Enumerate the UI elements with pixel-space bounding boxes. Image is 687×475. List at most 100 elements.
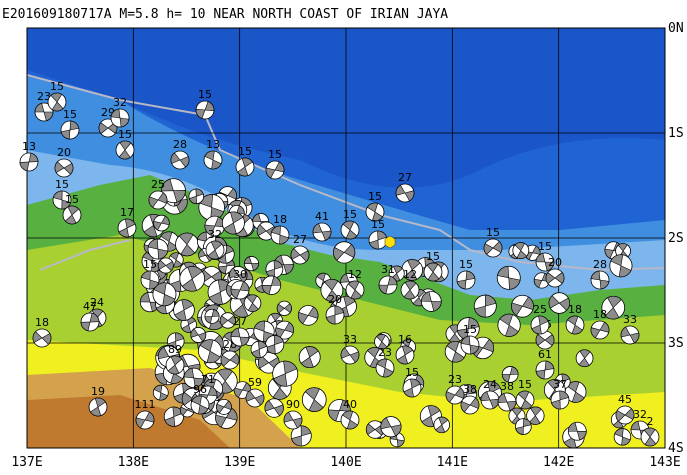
- depth-label: 15: [55, 178, 69, 191]
- map-title: E201609180717A M=5.8 h= 10 NEAR NORTH CO…: [2, 7, 448, 22]
- beachball: [140, 270, 160, 290]
- depth-label: 32: [113, 96, 127, 109]
- beachball: [640, 427, 660, 447]
- beachball-quadrant: [474, 294, 497, 318]
- depth-label: 15: [463, 323, 477, 336]
- depth-label: 13: [206, 138, 220, 151]
- beachball: [535, 330, 555, 350]
- depth-label: 31: [381, 263, 395, 276]
- beachball-quadrant: [325, 305, 345, 325]
- beachball: [153, 214, 170, 232]
- beachball-quadrant: [153, 215, 170, 231]
- beachball: [148, 190, 168, 210]
- beachball-quadrant: [396, 345, 414, 365]
- beachball: [135, 410, 155, 430]
- beachball-quadrant: [501, 366, 519, 383]
- beachball-quadrant: [110, 108, 130, 128]
- depth-label: 2: [647, 415, 654, 428]
- beachball: [265, 260, 284, 279]
- beachball-quadrant: [290, 248, 310, 262]
- lon-label: 143E: [649, 455, 680, 470]
- beachball: [52, 190, 72, 210]
- beachball: [456, 317, 480, 340]
- lat-label: 0N: [668, 21, 684, 36]
- beachball-quadrant: [340, 347, 360, 363]
- beachball: [264, 398, 284, 418]
- depth-label: 25: [533, 303, 547, 316]
- depth-label: 18: [35, 316, 49, 329]
- beachball: [497, 392, 517, 412]
- beachball-quadrant: [614, 428, 631, 446]
- depth-label: 15: [538, 240, 552, 253]
- beachball-quadrant: [620, 326, 640, 344]
- beachball: [261, 275, 282, 295]
- beachball-quadrant: [264, 399, 284, 417]
- depth-label: 23: [37, 90, 51, 103]
- depth-label: 89: [168, 343, 182, 356]
- depth-label: 15: [405, 366, 419, 379]
- beachball-quadrant: [548, 295, 570, 311]
- beachball: [548, 292, 571, 314]
- beachball: [250, 340, 268, 359]
- beachball: [395, 345, 415, 365]
- beachball: [204, 215, 226, 237]
- depth-label: 38: [500, 380, 514, 393]
- beachball: [545, 268, 565, 288]
- beachball: [515, 418, 532, 435]
- beachball: [565, 315, 585, 335]
- depth-label: 38: [463, 383, 477, 396]
- depth-label: 15: [371, 218, 385, 231]
- beachball-quadrant: [195, 101, 215, 119]
- beachball-quadrant: [147, 238, 169, 260]
- beachball-quadrant: [446, 341, 465, 363]
- beachball: [243, 294, 262, 312]
- beachball-quadrant: [380, 417, 402, 437]
- beachball: [19, 152, 39, 172]
- beachball: [365, 202, 385, 222]
- beachball: [615, 405, 635, 425]
- depth-label: 28: [173, 138, 187, 151]
- depth-label: 71: [201, 373, 215, 386]
- beachball-quadrant: [170, 152, 190, 168]
- beachball-quadrant: [514, 242, 528, 259]
- beachball: [332, 241, 356, 264]
- beachball: [400, 280, 420, 300]
- beachball: [301, 387, 327, 412]
- depth-label: 15: [198, 88, 212, 101]
- beachball: [283, 410, 303, 430]
- beachball: [445, 385, 465, 405]
- beachball-quadrant: [237, 157, 253, 177]
- beachball: [483, 238, 503, 258]
- beachball: [590, 320, 610, 340]
- beachball: [195, 100, 215, 120]
- beachball-quadrant: [216, 400, 232, 414]
- beachball-quadrant: [483, 241, 503, 255]
- beachball-quadrant: [273, 360, 298, 387]
- beachball: [80, 312, 100, 332]
- beachball-quadrant: [50, 92, 64, 112]
- beachball-quadrant: [578, 349, 591, 367]
- beachball: [152, 282, 177, 307]
- beachball-quadrant: [157, 259, 174, 272]
- beachball: [401, 259, 424, 281]
- depth-label: 12: [348, 268, 362, 281]
- beachball: [325, 305, 345, 325]
- beachball: [205, 240, 225, 260]
- beachball-quadrant: [604, 296, 622, 320]
- beachball-quadrant: [403, 259, 421, 281]
- beachball-quadrant: [276, 303, 292, 314]
- depth-label: 15: [238, 145, 252, 158]
- beachball: [183, 367, 204, 389]
- beachball-quadrant: [535, 360, 555, 380]
- beachball-quadrant: [183, 367, 204, 388]
- beachball-quadrant: [615, 408, 635, 422]
- beachball: [160, 178, 186, 204]
- depth-label: 18: [273, 213, 287, 226]
- beachball: [420, 291, 442, 312]
- beachball-quadrant: [342, 220, 358, 240]
- beachball-quadrant: [551, 390, 569, 410]
- beachball: [32, 328, 52, 348]
- beachball-quadrant: [174, 299, 194, 321]
- beachball: [515, 390, 535, 410]
